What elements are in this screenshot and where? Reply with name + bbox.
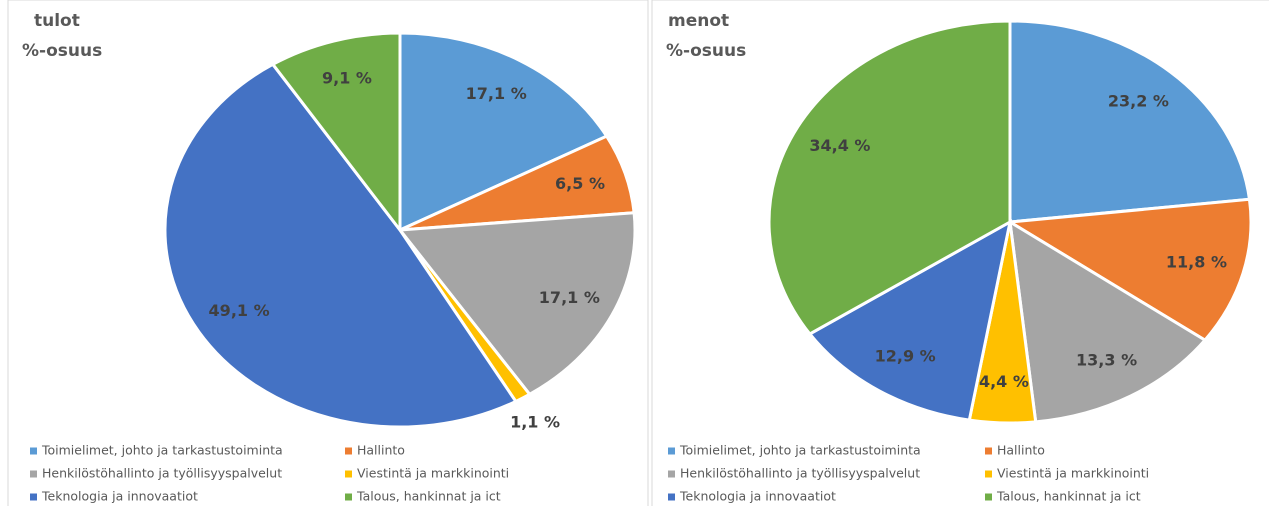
- legend-swatch: [668, 447, 675, 455]
- pie-slice: [398, 31, 609, 233]
- legend-label: Henkilöstöhallinto ja työllisyyspalvelut: [680, 466, 920, 481]
- legend-label: Toimielimet, johto ja tarkastustoiminta: [41, 443, 283, 458]
- legend-label: Henkilöstöhallinto ja työllisyyspalvelut: [42, 466, 282, 481]
- data-label: 17,1 %: [466, 84, 527, 103]
- chart-title: menot: [668, 11, 729, 31]
- pie-slice: [1005, 197, 1253, 343]
- chart-subtitle: %-osuus: [22, 41, 102, 61]
- pie-slice: [270, 31, 402, 235]
- legend-label: Hallinto: [997, 443, 1045, 458]
- data-label: 49,1 %: [209, 301, 270, 320]
- pie-slice: [807, 219, 1013, 422]
- legend-swatch: [30, 447, 37, 455]
- legend-swatch: [985, 470, 992, 478]
- legend-swatch: [345, 470, 352, 478]
- data-label: 23,2 %: [1108, 92, 1169, 111]
- pie-slice: [163, 62, 519, 429]
- data-label: 4,4 %: [979, 372, 1029, 391]
- legend-swatch: [668, 493, 675, 501]
- legend-label: Teknologia ja innovaatiot: [41, 489, 198, 504]
- panel-border: [7, 0, 649, 506]
- legend-label: Teknologia ja innovaatiot: [679, 489, 836, 504]
- pie-slice: [1008, 19, 1252, 224]
- data-label: 11,8 %: [1166, 252, 1227, 271]
- data-label: 13,3 %: [1076, 351, 1137, 370]
- legend-label: Talous, hankinnat ja ict: [356, 489, 501, 504]
- chart-title: tulot: [34, 11, 80, 31]
- pie-slice: [397, 211, 637, 397]
- data-label: 1,1 %: [510, 412, 560, 431]
- pie-slice: [767, 19, 1012, 336]
- chart-subtitle: %-osuus: [666, 41, 746, 61]
- panel-border: [651, 0, 1269, 506]
- legend-swatch: [345, 447, 352, 455]
- legend-swatch: [30, 493, 37, 501]
- legend-label: Hallinto: [357, 443, 405, 458]
- legend-swatch: [985, 493, 992, 501]
- legend-swatch: [30, 470, 37, 478]
- legend-label: Viestintä ja markkinointi: [357, 466, 509, 481]
- legend-label: Talous, hankinnat ja ict: [996, 489, 1141, 504]
- legend-label: Viestintä ja markkinointi: [997, 466, 1149, 481]
- legend-swatch: [985, 447, 992, 455]
- pie-slice: [1008, 219, 1208, 424]
- data-label: 6,5 %: [555, 174, 605, 193]
- data-label: 34,4 %: [809, 136, 870, 155]
- data-label: 9,1 %: [322, 68, 372, 87]
- data-label: 17,1 %: [539, 288, 600, 307]
- data-label: 12,9 %: [875, 346, 936, 365]
- legend-swatch: [668, 470, 675, 478]
- legend-swatch: [345, 493, 352, 501]
- legend-label: Toimielimet, johto ja tarkastustoiminta: [679, 443, 921, 458]
